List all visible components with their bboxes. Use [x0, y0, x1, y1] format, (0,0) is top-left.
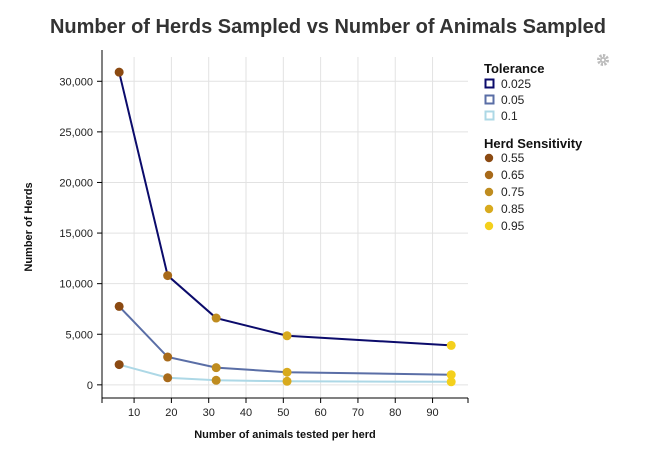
y-axis-label: Number of Herds [23, 182, 35, 271]
x-tick-label: 50 [277, 407, 289, 419]
data-point [446, 377, 456, 387]
chart-title: Number of Herds Sampled vs Number of Ani… [50, 16, 606, 38]
legend-tolerance-title: Tolerance [484, 61, 544, 76]
series-line-0.05 [118, 305, 452, 376]
data-point [446, 340, 456, 350]
legend-sensitivity-title: Herd Sensitivity [484, 136, 583, 151]
y-tick-label: 25,000 [59, 127, 93, 139]
data-point [282, 376, 292, 386]
legend-swatch-sensitivity [484, 153, 494, 163]
data-point [282, 331, 292, 341]
data-point [163, 271, 173, 281]
legend: Tolerance Herd Sensitivity 0.025 0.05 0.1 0… [484, 61, 583, 233]
y-tick-label: 30,000 [59, 76, 93, 88]
data-point [114, 301, 124, 311]
x-tick-label: 90 [426, 407, 438, 419]
series-line-0.025 [118, 71, 452, 347]
data-point [114, 67, 124, 77]
x-tick-label: 40 [240, 407, 252, 419]
y-tick-label: 10,000 [59, 279, 93, 291]
legend-label-tolerance: 0.1 [501, 109, 518, 123]
x-tick-label: 20 [165, 407, 177, 419]
legend-label-sensitivity: 0.75 [501, 185, 525, 199]
legend-swatch-sensitivity [484, 170, 494, 180]
legend-label-sensitivity: 0.95 [501, 219, 525, 233]
axes: 10 20 30 40 50 60 70 80 90 0 5,000 10,000 15,000 20,0… [59, 50, 469, 419]
legend-label-sensitivity: 0.85 [501, 202, 525, 216]
legend-swatch-tolerance [484, 94, 495, 105]
data-point [211, 363, 221, 373]
x-tick-label: 10 [128, 407, 140, 419]
grid [102, 57, 468, 398]
data-points [114, 67, 456, 387]
x-tick-label: 30 [203, 407, 215, 419]
data-point [211, 375, 221, 385]
legend-swatch-tolerance [484, 78, 495, 89]
y-tick-label: 0 [87, 380, 93, 392]
x-tick-label: 70 [352, 407, 364, 419]
legend-swatch-sensitivity [484, 221, 494, 231]
legend-swatch-sensitivity [484, 187, 494, 197]
x-axis-label: Number of animals tested per herd [194, 429, 376, 441]
data-point [114, 360, 124, 370]
legend-swatch-sensitivity [484, 204, 494, 214]
legend-label-tolerance: 0.025 [501, 77, 531, 91]
data-point [163, 352, 173, 362]
y-tick-label: 20,000 [59, 177, 93, 189]
x-tick-label: 80 [389, 407, 401, 419]
legend-label-sensitivity: 0.55 [501, 151, 525, 165]
data-point [446, 370, 456, 380]
data-point [282, 367, 292, 377]
data-point [163, 373, 173, 383]
data-point [211, 313, 221, 323]
gear-icon[interactable] [597, 54, 609, 66]
x-tick-label: 60 [315, 407, 327, 419]
legend-label-sensitivity: 0.65 [501, 168, 525, 182]
y-tick-label: 15,000 [59, 228, 93, 240]
legend-swatch-tolerance [484, 110, 495, 121]
y-tick-label: 5,000 [65, 329, 93, 341]
legend-label-tolerance: 0.05 [501, 93, 525, 107]
